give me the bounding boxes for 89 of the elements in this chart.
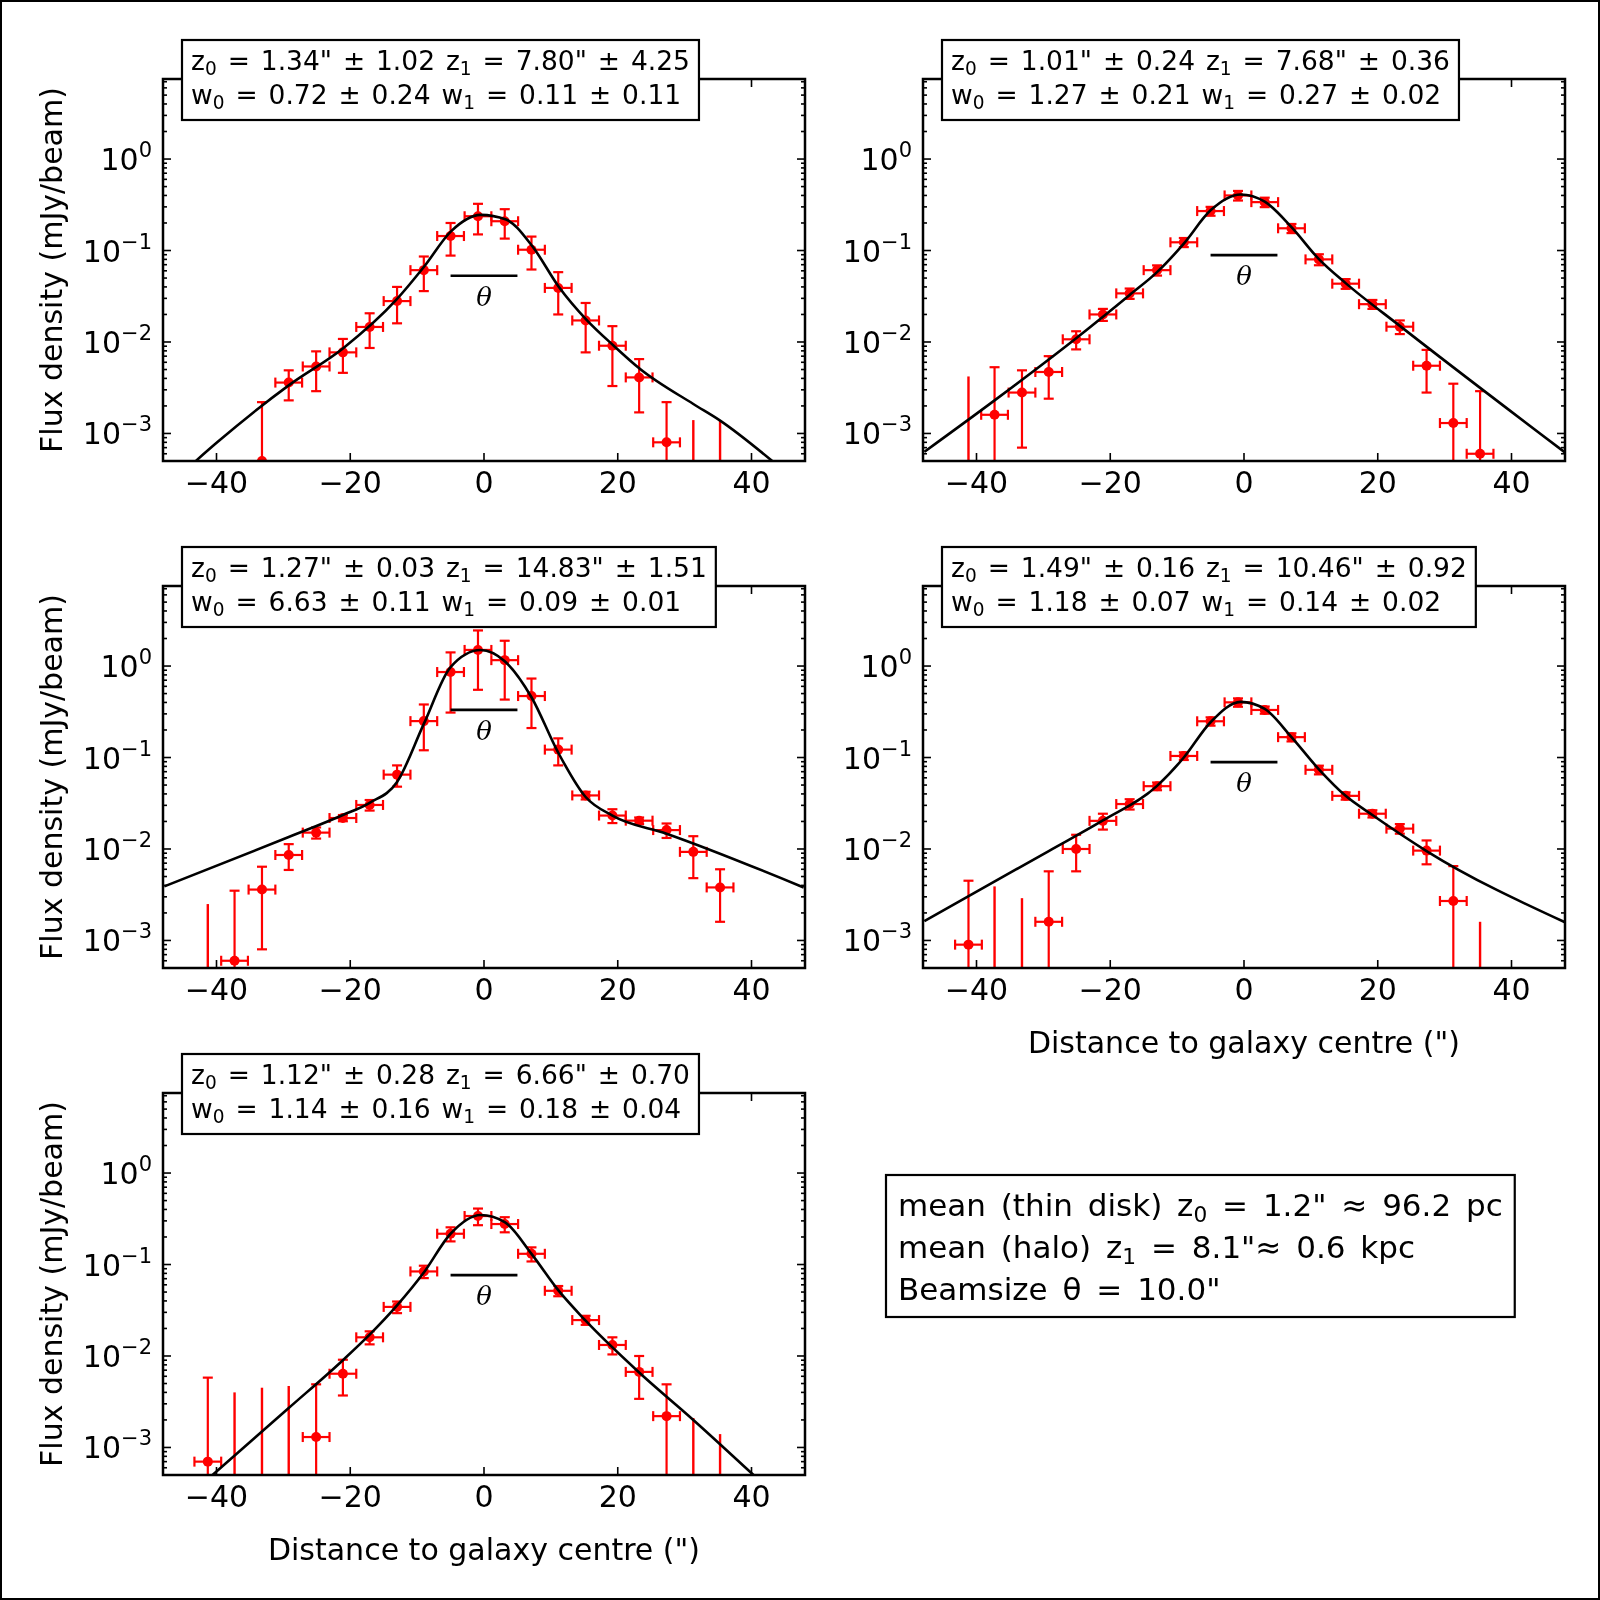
annotation: w$_{0}$ = 1.18 ± 0.07 w$_{1}$ = 0.14 ± 0.02 [951,586,1442,621]
point [311,1432,322,1443]
y-tick-label: 10$^{−2}$ [82,321,152,360]
y-axis-title: Flux density (mJy/beam) [34,1101,69,1467]
point [634,372,645,383]
annotation: w$_{0}$ = 1.14 ± 0.16 w$_{1}$ = 0.18 ± 0.04 [191,1093,682,1128]
y-tick-label: 10$^{−3}$ [842,412,912,452]
annotation: z$_{0}$ = 1.12" ± 0.28 z$_{1}$ = 6.66" ± 0.70 [191,1059,690,1094]
y-tick-label: 10$^{0}$ [860,645,912,685]
x-tick-label: 0 [1234,972,1254,1007]
point [202,1456,213,1467]
x-tick-label: −20 [318,465,382,500]
x-tick-label: −40 [184,972,249,1007]
annotation: w$_{0}$ = 1.27 ± 0.21 w$_{1}$ = 0.27 ± 0.02 [951,79,1442,114]
point [283,849,294,860]
point [1475,448,1486,459]
series-label: θ [476,1281,493,1312]
series-label: θ [1236,261,1253,292]
y-tick-label: 10$^{0}$ [860,138,912,178]
text: mean (halo) z$_{1}$ = 8.1"≈ 0.6 kpc [898,1229,1416,1270]
x-tick-label: 20 [1358,465,1397,500]
point [661,1411,672,1422]
y-axis-title: Flux density (mJy/beam) [34,87,69,453]
x-tick-label: 40 [1492,465,1531,500]
x-tick-label: 20 [598,972,637,1007]
annotation: w$_{0}$ = 0.72 ± 0.24 w$_{1}$ = 0.11 ± 0.11 [191,79,682,114]
series-label: θ [1236,768,1253,799]
annotation: z$_{0}$ = 1.01" ± 0.24 z$_{1}$ = 7.68" ± 0.36 [951,45,1450,80]
y-tick-label: 10$^{−1}$ [82,229,152,269]
y-tick-label: 10$^{−2}$ [82,828,152,867]
y-tick-label: 10$^{0}$ [100,138,152,178]
x-tick-label: 20 [598,465,637,500]
x-tick-label: −40 [184,465,249,500]
point [989,409,1000,420]
y-tick-label: 10$^{−3}$ [82,1426,152,1466]
point [1043,916,1054,927]
x-tick-label: 40 [1492,972,1531,1007]
annotation: w$_{0}$ = 6.63 ± 0.11 w$_{1}$ = 0.09 ± 0.01 [191,586,682,621]
point [256,884,267,895]
x-tick-label: 0 [474,1479,494,1514]
y-tick-label: 10$^{−2}$ [82,1335,152,1374]
y-tick-label: 10$^{−2}$ [842,321,912,360]
y-tick-label: 10$^{−3}$ [82,919,152,959]
x-axis-title: Distance to galaxy centre (") [267,1532,701,1567]
annotation: z$_{0}$ = 1.27" ± 0.03 z$_{1}$ = 14.83" ± 1.51 [191,552,707,587]
y-tick-label: 10$^{−3}$ [82,412,152,452]
point [1071,843,1082,854]
x-tick-label: 40 [732,1479,771,1514]
x-tick-label: 20 [1358,972,1397,1007]
y-tick-label: 10$^{−1}$ [82,736,152,776]
point [688,846,699,857]
x-tick-label: −40 [184,1479,249,1514]
y-tick-label: 10$^{−1}$ [842,229,912,269]
series-label: θ [476,715,493,746]
x-tick-label: −20 [318,972,382,1007]
x-tick-label: 0 [474,972,494,1007]
text: Beamsize θ = 10.0" [898,1271,1221,1307]
x-axis-title: Distance to galaxy centre (") [1027,1025,1461,1060]
y-tick-label: 10$^{−1}$ [842,736,912,776]
series-label: θ [476,281,493,312]
x-tick-label: −40 [944,972,1009,1007]
point [1016,387,1027,398]
point [1043,366,1054,377]
y-tick-label: 10$^{0}$ [100,1152,152,1192]
x-tick-label: −20 [318,1479,382,1514]
y-tick-label: 10$^{−2}$ [842,828,912,867]
point [337,1368,348,1379]
x-tick-label: 20 [598,1479,637,1514]
point [1448,418,1459,429]
y-axis-title: Flux density (mJy/beam) [34,594,69,960]
point [1448,896,1459,907]
x-tick-label: 0 [474,465,494,500]
point [715,882,726,893]
y-tick-label: 10$^{−1}$ [82,1243,152,1283]
point [229,955,240,966]
x-tick-label: −20 [1078,465,1142,500]
x-tick-label: 40 [732,972,771,1007]
x-tick-label: −40 [944,465,1009,500]
annotation: z$_{0}$ = 1.49" ± 0.16 z$_{1}$ = 10.46" ± 0.92 [951,552,1467,587]
point [661,437,672,448]
x-tick-label: 40 [732,465,771,500]
x-tick-label: −20 [1078,972,1142,1007]
y-tick-label: 10$^{0}$ [100,645,152,685]
text: mean (thin disk) z$_{0}$ = 1.2" ≈ 96.2 pc [898,1187,1503,1228]
point [963,939,974,950]
point [1421,360,1432,371]
annotation: z$_{0}$ = 1.34" ± 1.02 z$_{1}$ = 7.80" ± 4.25 [191,45,690,80]
x-tick-label: 0 [1234,465,1254,500]
y-tick-label: 10$^{−3}$ [842,919,912,959]
